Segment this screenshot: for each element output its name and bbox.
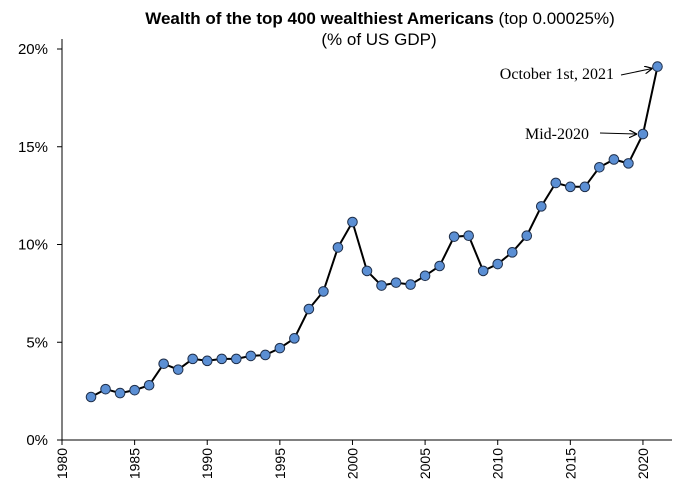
series-line bbox=[90, 66, 659, 398]
x-tick-label: 2020 bbox=[635, 448, 651, 479]
data-point bbox=[506, 247, 518, 258]
annotations: October 1st, 2021 Mid-2020 bbox=[500, 66, 652, 143]
data-point bbox=[114, 387, 126, 399]
data-point bbox=[347, 216, 358, 228]
x-tick-label: 2000 bbox=[344, 448, 360, 479]
data-point bbox=[129, 384, 140, 396]
data-point bbox=[376, 280, 387, 291]
y-tick-label: 5% bbox=[26, 334, 48, 351]
data-point bbox=[100, 383, 111, 395]
data-point bbox=[332, 242, 344, 253]
data-point bbox=[448, 231, 460, 242]
data-point bbox=[594, 161, 605, 173]
data-point bbox=[260, 349, 271, 361]
data-point bbox=[201, 355, 213, 367]
data-point bbox=[245, 350, 257, 362]
data-point bbox=[477, 265, 489, 277]
data-point bbox=[274, 342, 286, 354]
data-point bbox=[172, 364, 184, 375]
data-point bbox=[390, 277, 402, 288]
x-tick-label: 1990 bbox=[199, 448, 215, 479]
chart-subtitle: (% of US GDP) bbox=[321, 30, 436, 49]
data-point bbox=[158, 358, 169, 370]
data-point bbox=[318, 286, 329, 297]
data-point bbox=[405, 279, 416, 290]
annotation-arrow bbox=[620, 69, 651, 76]
x-tick-label: 2005 bbox=[417, 448, 433, 479]
data-point bbox=[521, 230, 533, 242]
data-point bbox=[492, 258, 504, 270]
x-tick-label: 1980 bbox=[54, 448, 70, 479]
y-tick-label: 0% bbox=[26, 432, 48, 449]
data-point bbox=[434, 260, 445, 272]
data-point bbox=[289, 333, 300, 344]
annotation-label: Mid-2020 bbox=[525, 126, 589, 143]
x-tick-label: 2010 bbox=[490, 448, 506, 479]
y-tick-label: 15% bbox=[18, 139, 48, 156]
data-point bbox=[463, 230, 474, 242]
x-tick-label: 1985 bbox=[127, 448, 143, 479]
data-point bbox=[565, 181, 576, 193]
x-tick-label: 1995 bbox=[272, 448, 288, 479]
data-point bbox=[652, 61, 663, 72]
chart-title-rest: (top 0.00025%) bbox=[494, 9, 615, 28]
data-point bbox=[85, 391, 97, 403]
axes: 0% 5% 10% 15% 20% 1980 1985 1990 1995 2000 2005 201… bbox=[18, 39, 672, 479]
y-tick-label: 20% bbox=[18, 41, 48, 58]
x-tick-label: 2015 bbox=[562, 448, 578, 479]
chart-title: Wealth of the top 400 wealthiest America… bbox=[145, 9, 615, 28]
data-point bbox=[216, 353, 228, 365]
data-point bbox=[608, 154, 620, 165]
chart-title-bold: Wealth of the top 400 wealthiest America… bbox=[145, 9, 494, 28]
data-point bbox=[230, 353, 242, 365]
data-point bbox=[637, 128, 649, 140]
data-point bbox=[535, 201, 547, 212]
data-point bbox=[419, 270, 431, 282]
data-point bbox=[143, 379, 155, 391]
data-point bbox=[623, 158, 634, 169]
data-point bbox=[550, 177, 562, 189]
data-points bbox=[85, 61, 663, 403]
data-point bbox=[361, 265, 373, 277]
annotation-label: October 1st, 2021 bbox=[500, 66, 614, 83]
data-point bbox=[303, 303, 315, 315]
y-tick-label: 10% bbox=[18, 237, 48, 254]
data-point bbox=[187, 353, 199, 365]
series-line-group bbox=[90, 66, 659, 398]
data-point bbox=[579, 181, 591, 193]
annotation-arrow bbox=[599, 133, 636, 134]
